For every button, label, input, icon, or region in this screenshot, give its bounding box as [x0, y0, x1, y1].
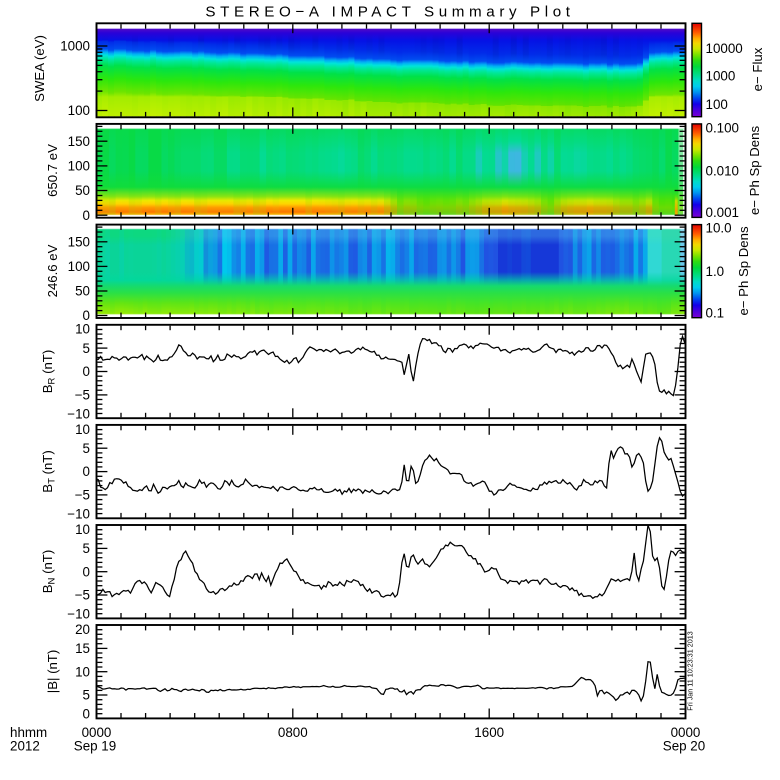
- svg-text:5: 5: [83, 541, 90, 556]
- svg-text:150: 150: [68, 134, 90, 149]
- svg-text:e− Ph Sp Dens: e− Ph Sp Dens: [736, 226, 751, 315]
- svg-text:0: 0: [83, 364, 90, 379]
- svg-text:1000: 1000: [706, 69, 736, 84]
- svg-text:BN (nT): BN (nT): [40, 550, 58, 594]
- svg-text:0.100: 0.100: [706, 120, 740, 135]
- svg-text:0: 0: [83, 707, 90, 722]
- svg-text:0: 0: [83, 308, 90, 323]
- svg-text:0: 0: [83, 208, 90, 223]
- svg-text:100: 100: [68, 103, 90, 118]
- svg-text:100: 100: [706, 97, 728, 112]
- svg-text:−10: −10: [67, 507, 90, 522]
- svg-text:e− Flux: e− Flux: [750, 47, 765, 91]
- svg-text:20: 20: [75, 622, 90, 637]
- svg-text:2012: 2012: [10, 739, 40, 754]
- svg-text:|B| (nT): |B| (nT): [45, 650, 60, 693]
- svg-text:0.010: 0.010: [706, 164, 740, 179]
- svg-text:BT (nT): BT (nT): [40, 450, 58, 492]
- svg-text:15: 15: [75, 641, 90, 656]
- svg-text:10000: 10000: [706, 41, 743, 56]
- svg-text:0000: 0000: [82, 725, 112, 740]
- svg-text:10: 10: [75, 422, 90, 437]
- svg-text:SWEA (eV): SWEA (eV): [32, 35, 47, 102]
- svg-text:650.7 eV: 650.7 eV: [45, 144, 60, 197]
- svg-text:100: 100: [68, 159, 90, 174]
- svg-text:1000: 1000: [60, 39, 90, 54]
- svg-text:1.0: 1.0: [706, 264, 725, 279]
- svg-text:0000: 0000: [671, 725, 701, 740]
- svg-text:0.001: 0.001: [706, 205, 740, 220]
- svg-text:0: 0: [83, 464, 90, 479]
- svg-text:0: 0: [83, 564, 90, 579]
- svg-text:10: 10: [75, 664, 90, 679]
- svg-text:1600: 1600: [474, 725, 504, 740]
- svg-text:50: 50: [75, 284, 90, 299]
- svg-text:50: 50: [75, 183, 90, 198]
- svg-text:BR (nT): BR (nT): [40, 350, 58, 394]
- svg-text:−10: −10: [67, 407, 90, 422]
- svg-text:246.6 eV: 246.6 eV: [45, 244, 60, 297]
- svg-text:STEREO−A IMPACT Summary Plot: STEREO−A IMPACT Summary Plot: [205, 4, 574, 21]
- svg-text:−10: −10: [67, 607, 90, 622]
- svg-text:5: 5: [83, 688, 90, 703]
- svg-text:−5: −5: [75, 388, 90, 403]
- svg-text:150: 150: [68, 234, 90, 249]
- svg-text:10: 10: [75, 522, 90, 537]
- svg-text:5: 5: [83, 441, 90, 456]
- svg-text:Fri Jan 11 10:23:31 2013: Fri Jan 11 10:23:31 2013: [686, 631, 695, 710]
- svg-text:0800: 0800: [278, 725, 308, 740]
- svg-text:5: 5: [83, 341, 90, 356]
- svg-text:Sep 20: Sep 20: [663, 739, 705, 754]
- svg-text:0.1: 0.1: [706, 306, 725, 321]
- svg-text:e− Ph Sp Dens: e− Ph Sp Dens: [747, 126, 762, 215]
- svg-text:−5: −5: [75, 588, 90, 603]
- svg-text:Sep 19: Sep 19: [74, 739, 116, 754]
- svg-text:100: 100: [68, 259, 90, 274]
- svg-text:hhmm: hhmm: [10, 725, 47, 740]
- svg-text:−5: −5: [75, 488, 90, 503]
- svg-text:10.0: 10.0: [706, 220, 732, 235]
- svg-text:10: 10: [75, 322, 90, 337]
